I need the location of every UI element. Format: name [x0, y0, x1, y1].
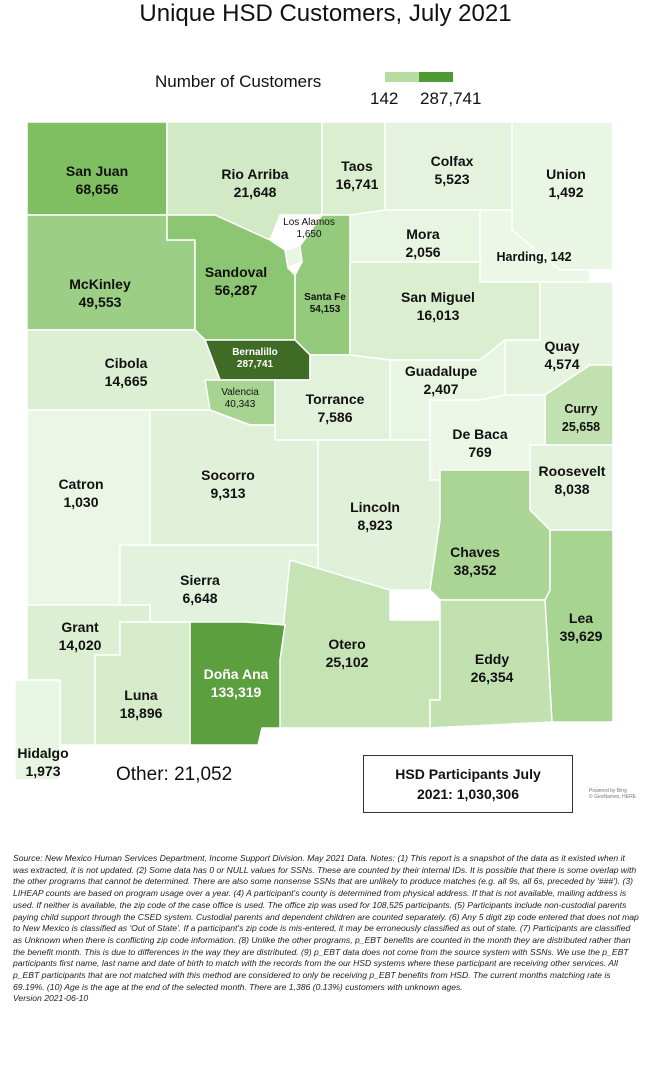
source-notes: Source: New Mexico Human Services Depart… — [13, 853, 639, 1005]
county-dona-ana — [189, 621, 286, 746]
county-label-los-alamos: Los Alamos 1,650 — [283, 217, 335, 240]
county-label-taos: Taos 16,741 — [335, 158, 379, 192]
map-title: Unique HSD Customers, July 2021 — [139, 0, 512, 27]
county-label-roosevelt: Roosevelt 8,038 — [538, 463, 606, 497]
version-text: Version 2021-06-10 — [13, 993, 89, 1004]
county-label-cibola: Cibola 14,665 — [104, 355, 148, 389]
legend-swatch-min — [385, 72, 419, 82]
county-label-lea: Lea 39,629 — [559, 610, 603, 644]
county-luna — [94, 621, 191, 746]
legend-title: Number of Customers — [155, 72, 322, 91]
county-label-san-juan: San Juan 68,656 — [65, 163, 129, 197]
county-label-luna: Luna 18,896 — [119, 687, 163, 721]
county-label-eddy: Eddy 26,354 — [470, 651, 514, 685]
participants-line2: 2021: 1,030,306 — [417, 786, 519, 802]
legend-swatch-max — [419, 72, 453, 82]
county-label-sandoval: Sandoval 56,287 — [204, 264, 268, 298]
county-label-socorro: Socorro 9,313 — [201, 467, 255, 501]
county-label-hidalgo: Hidalgo 1,973 — [17, 745, 69, 779]
county-label-de-baca: De Baca 769 — [452, 426, 508, 460]
county-label-dona-ana: Doña Ana 133,319 — [203, 666, 269, 700]
legend-max: 287,741 — [420, 89, 482, 108]
county-label-harding: Harding, 142 — [496, 250, 572, 264]
county-label-grant: Grant 14,020 — [58, 619, 102, 653]
county-label-quay: Quay 4,574 — [544, 338, 580, 372]
legend-min: 142 — [370, 89, 399, 108]
county-eddy — [429, 599, 553, 729]
county-label-santa-fe: Santa Fe 54,153 — [304, 292, 346, 315]
county-label-lincoln: Lincoln 8,923 — [350, 499, 400, 533]
participants-box: HSD Participants July 2021: 1,030,306 — [363, 755, 573, 813]
participants-line1: HSD Participants July — [395, 766, 541, 782]
county-map — [14, 121, 614, 781]
county-hidalgo — [14, 679, 61, 781]
county-label-catron: Catron 1,030 — [58, 476, 104, 510]
county-label-rio-arriba: Rio Arriba 21,648 — [221, 166, 289, 200]
county-label-colfax: Colfax 5,523 — [430, 153, 474, 187]
county-label-bernalillo: Bernalillo 287,741 — [232, 347, 278, 370]
notes-text: Source: New Mexico Human Services Depart… — [13, 853, 639, 992]
county-label-valencia: Valencia 40,343 — [221, 387, 259, 410]
county-label-guadalupe: Guadalupe 2,407 — [404, 363, 478, 397]
county-label-union: Union 1,492 — [546, 166, 586, 200]
county-label-otero: Otero 25,102 — [325, 636, 369, 670]
county-label-mora: Mora 2,056 — [405, 226, 441, 260]
county-label-sierra: Sierra 6,648 — [180, 572, 220, 606]
county-label-torrance: Torrance 7,586 — [305, 391, 365, 425]
county-label-curry: Curry 25,658 — [561, 402, 601, 434]
county-label-mckinley: McKinley 49,553 — [69, 276, 131, 310]
county-label-chaves: Chaves 38,352 — [450, 544, 500, 578]
map-credit: Powered by Bing © GeoNames, HERE — [589, 788, 637, 800]
other-count: Other: 21,052 — [116, 764, 233, 785]
county-label-san-miguel: San Miguel 16,013 — [401, 289, 475, 323]
